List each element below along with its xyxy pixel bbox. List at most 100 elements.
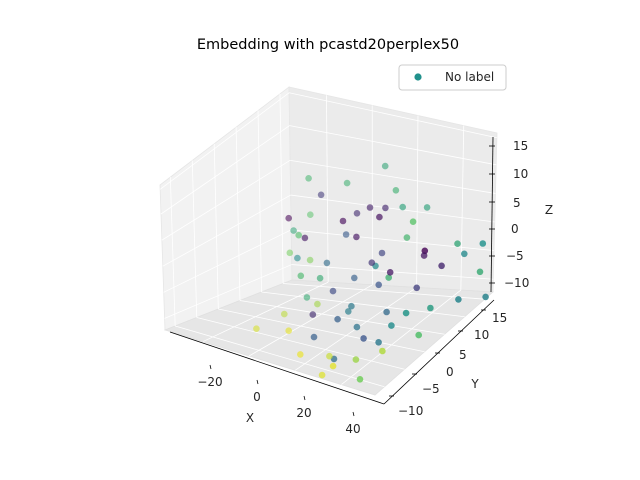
- x-tick-mark: [256, 379, 259, 385]
- data-point: [378, 249, 386, 257]
- data-point: [329, 287, 337, 295]
- data-point: [388, 322, 395, 329]
- x-axis-line: [169, 331, 385, 405]
- data-point: [403, 234, 411, 241]
- data-point: [454, 240, 461, 247]
- grid-line: [289, 125, 497, 166]
- data-point: [306, 256, 314, 264]
- data-point: [415, 331, 423, 339]
- grid-line: [283, 283, 485, 300]
- x-tick-mark: [303, 395, 306, 401]
- grid-line: [248, 284, 373, 357]
- data-point: [334, 315, 341, 323]
- z-tick-labels: −10 −5 0 5 10 15: [504, 139, 529, 290]
- grid-line: [326, 95, 329, 283]
- data-point: [399, 203, 407, 211]
- legend-label: No label: [445, 70, 494, 84]
- grid-line: [290, 194, 495, 223]
- data-point: [385, 274, 393, 281]
- data-point: [482, 293, 489, 301]
- data-point: [339, 217, 347, 225]
- data-point: [402, 309, 410, 317]
- data-point: [281, 310, 288, 318]
- data-point: [297, 351, 304, 358]
- data-point: [423, 204, 431, 211]
- data-point: [303, 294, 311, 301]
- data-point: [351, 274, 358, 282]
- data-point: [353, 233, 360, 241]
- axis-ticks: [209, 145, 495, 417]
- x-tick-mark: [209, 364, 212, 370]
- x-tick-label: −20: [197, 375, 222, 389]
- data-point: [353, 210, 361, 217]
- legend-box: [398, 64, 507, 91]
- data-point: [455, 296, 462, 303]
- x-tick-label: 20: [296, 406, 311, 420]
- data-point: [356, 376, 364, 383]
- grid-line: [163, 229, 292, 293]
- grid-line: [257, 110, 262, 293]
- data-point: [438, 262, 445, 270]
- z-tick-label: 5: [513, 196, 521, 210]
- data-point: [297, 272, 305, 280]
- data-point: [386, 269, 394, 276]
- y-tick-label: 5: [459, 348, 467, 362]
- y-tick-label: −10: [398, 404, 423, 418]
- data-point: [409, 218, 417, 225]
- scatter-points: [253, 162, 489, 383]
- data-point: [461, 250, 468, 258]
- grid-line: [202, 281, 329, 343]
- data-point: [383, 308, 390, 316]
- y-axis-line: [383, 299, 495, 405]
- grid-line: [235, 127, 241, 301]
- data-point: [413, 284, 421, 292]
- data-point: [392, 187, 400, 194]
- y-tick-label: −5: [422, 382, 440, 396]
- y-axis-title: Y: [470, 377, 479, 391]
- data-point: [366, 204, 374, 211]
- data-point: [285, 214, 293, 222]
- data-point: [360, 335, 367, 342]
- data-point: [317, 191, 325, 199]
- data-point: [379, 347, 386, 355]
- grid-line: [460, 125, 465, 291]
- data-point: [301, 234, 309, 242]
- z-tick-label: 15: [513, 139, 528, 153]
- z-tick-label: −5: [506, 249, 524, 263]
- data-point: [316, 274, 324, 282]
- y-tick-labels: −10 −5 0 5 10 15: [398, 311, 507, 418]
- grid-line: [261, 291, 465, 318]
- z-axis-title: Z: [545, 203, 553, 217]
- grid-line: [279, 93, 284, 284]
- data-point: [420, 252, 428, 259]
- grid-line: [289, 92, 497, 139]
- data-point: [307, 211, 314, 218]
- legend: No label: [398, 64, 507, 91]
- x-tick-labels: −20 0 20 40: [197, 375, 360, 436]
- data-point: [309, 311, 317, 318]
- z-tick-label: −10: [504, 276, 529, 290]
- data-point: [290, 227, 297, 234]
- data-point: [329, 362, 337, 370]
- y-tick-label: 0: [446, 365, 454, 379]
- z-axis-line: [490, 136, 494, 293]
- data-point: [326, 352, 333, 360]
- data-point: [368, 259, 376, 267]
- data-point: [323, 259, 331, 267]
- grid-line: [161, 160, 291, 241]
- data-point: [294, 254, 301, 262]
- data-point: [286, 249, 294, 257]
- z-tick-label: 10: [513, 167, 528, 181]
- x-tick-label: 40: [345, 422, 360, 436]
- pane-floor: [163, 279, 494, 396]
- grid-line: [169, 177, 176, 327]
- data-point: [343, 179, 351, 187]
- grid-line: [416, 115, 419, 288]
- data-point: [375, 281, 383, 289]
- grid-line: [213, 143, 219, 310]
- grid-line: [164, 264, 292, 319]
- grid-line: [159, 92, 290, 190]
- data-point: [295, 231, 303, 239]
- y-tick-label: 15: [492, 311, 507, 325]
